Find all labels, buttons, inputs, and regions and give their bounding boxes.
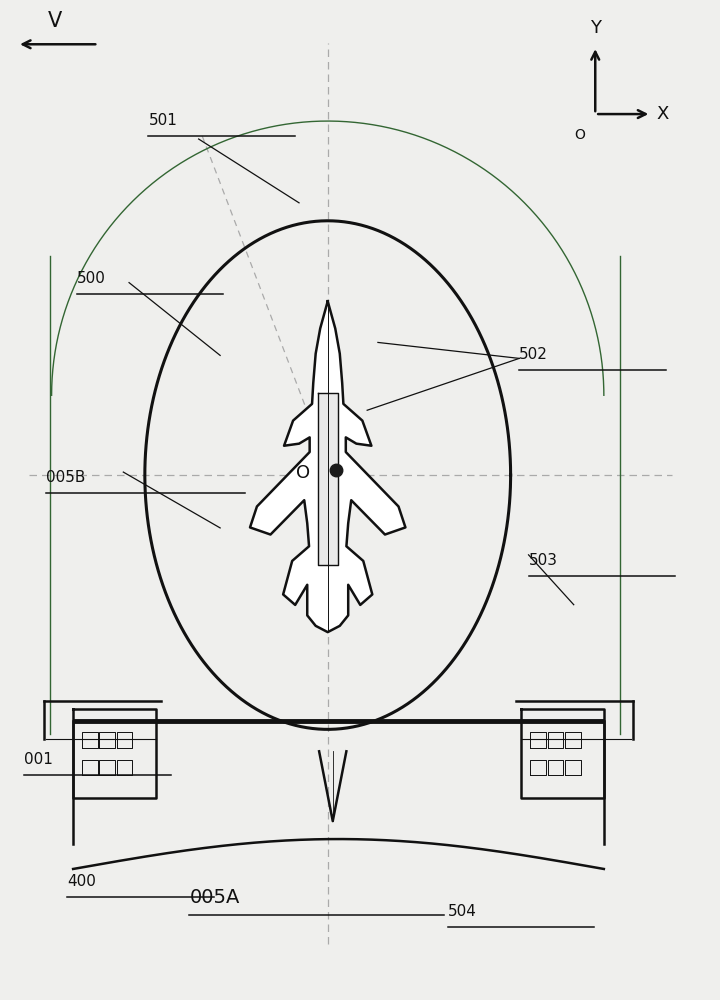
Text: 503: 503 bbox=[528, 553, 557, 568]
Text: O: O bbox=[575, 128, 585, 142]
Text: 501: 501 bbox=[148, 113, 177, 128]
Text: 001: 001 bbox=[24, 752, 53, 767]
Text: 005A: 005A bbox=[189, 888, 240, 907]
Text: X: X bbox=[657, 105, 670, 123]
Text: Y: Y bbox=[590, 19, 600, 37]
Text: 500: 500 bbox=[77, 271, 106, 286]
Polygon shape bbox=[250, 301, 405, 632]
Text: 400: 400 bbox=[68, 874, 96, 889]
Text: 504: 504 bbox=[448, 904, 477, 919]
Text: V: V bbox=[48, 11, 63, 31]
Text: 005B: 005B bbox=[46, 470, 85, 485]
Text: O: O bbox=[296, 464, 310, 482]
Polygon shape bbox=[318, 393, 338, 565]
Text: 502: 502 bbox=[519, 347, 548, 362]
